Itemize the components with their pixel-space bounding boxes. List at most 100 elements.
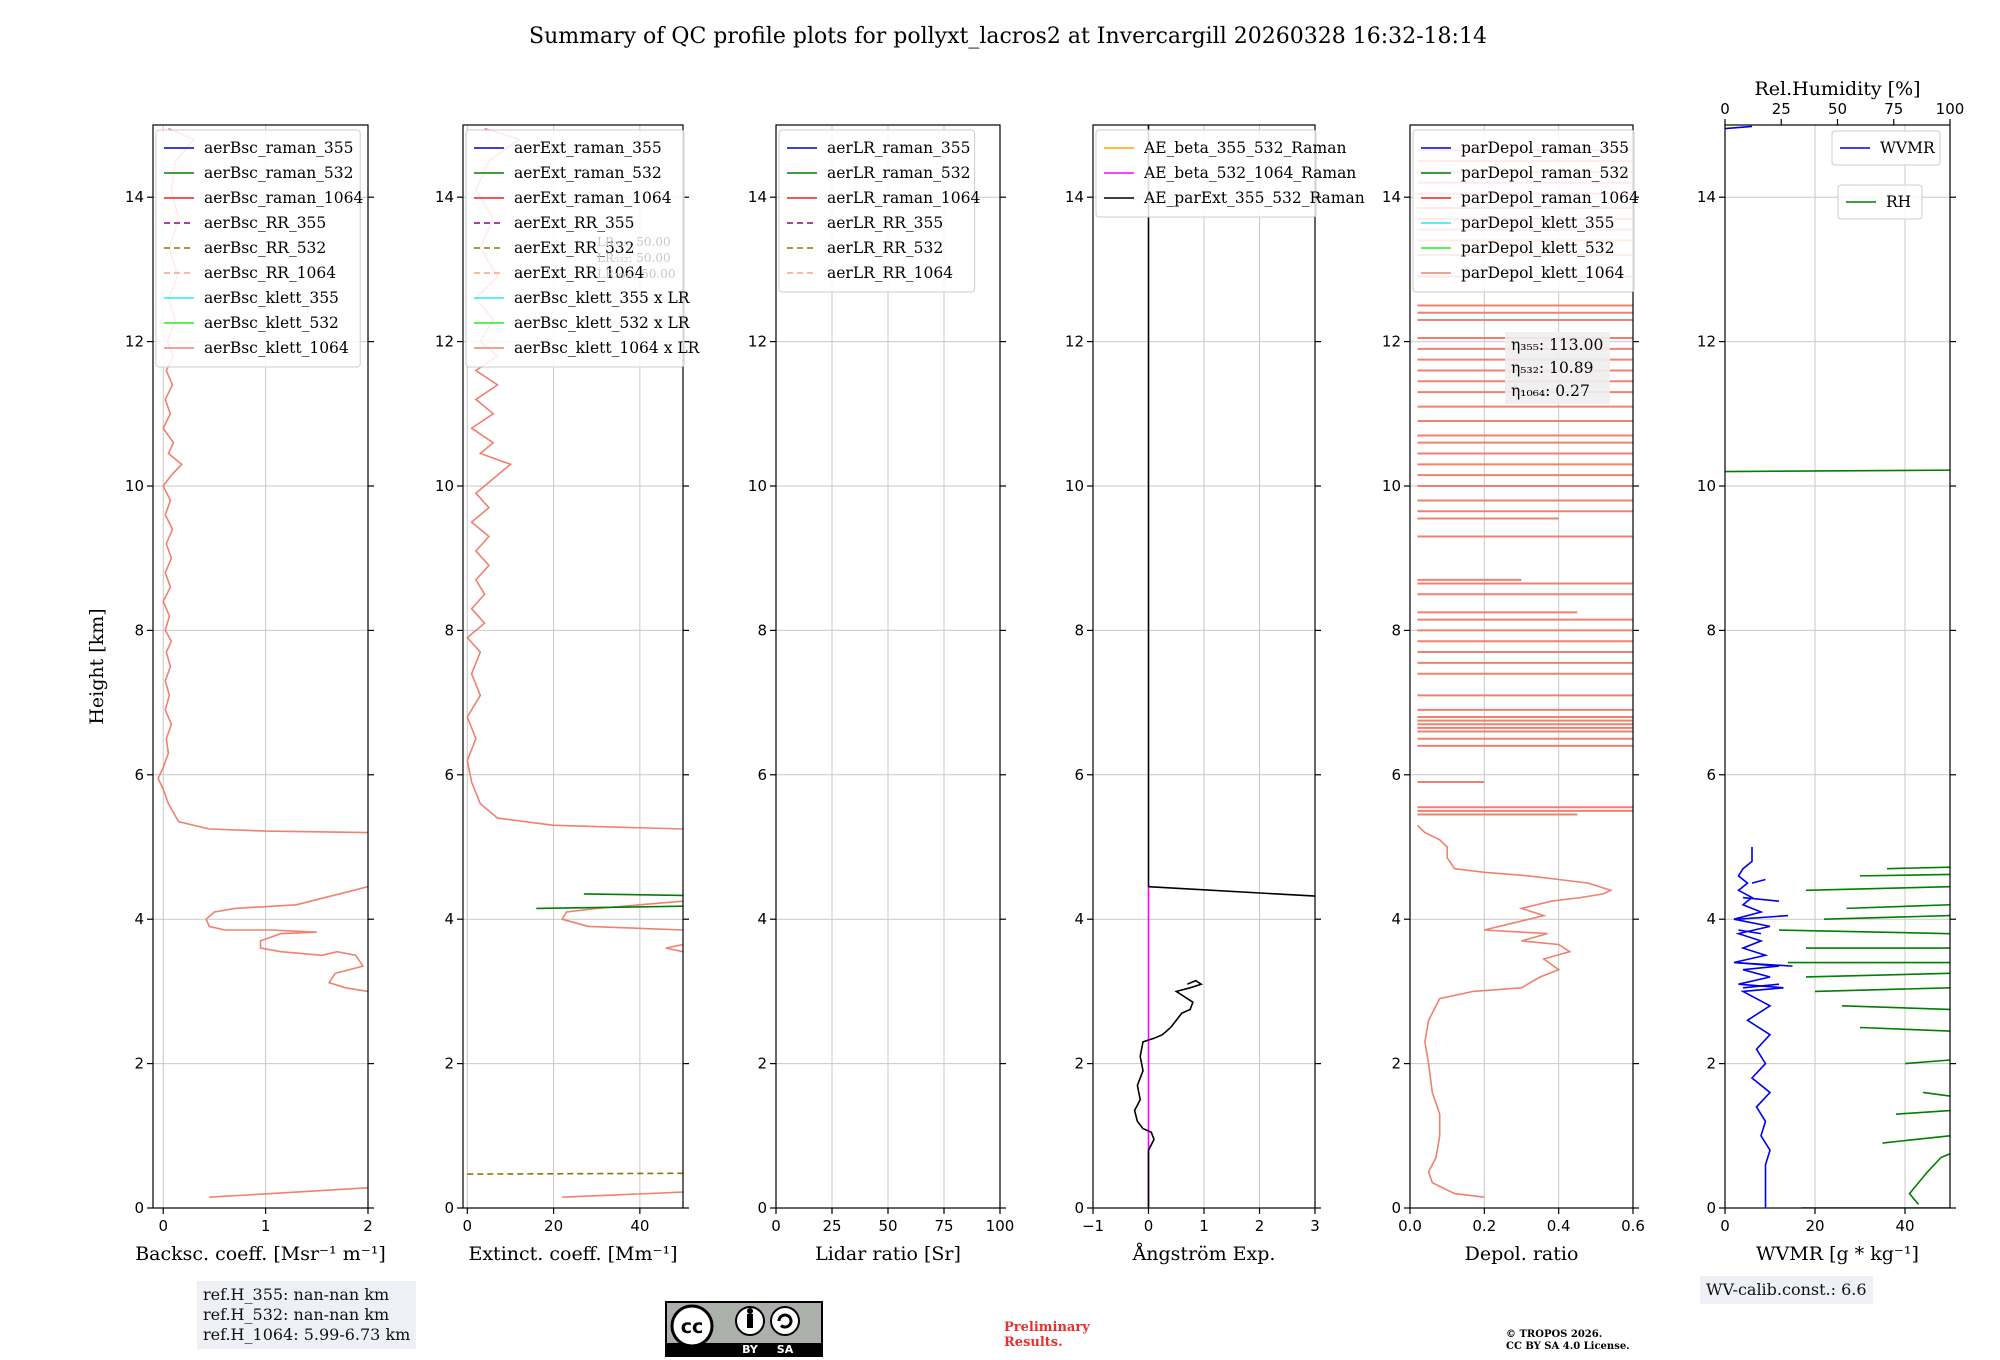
y-tick-label: 12: [748, 333, 767, 351]
y-tick-label: 6: [757, 766, 767, 784]
y-tick-label: 14: [748, 188, 767, 206]
series-pardepol-klett-1064: [1416, 824, 1613, 1198]
x-tick-label: 0.4: [1547, 1217, 1571, 1235]
top-x-tick-label: 100: [1936, 100, 1965, 118]
series-aerbsc-klett-1064-x-lr: [665, 943, 683, 953]
ref-height-355: ref.H_355: nan-nan km: [203, 1285, 390, 1304]
legend-entry: aerBsc_klett_532 x LR: [514, 314, 691, 332]
y-tick-label: 4: [444, 910, 454, 928]
x-axis-label: WVMR [g * kg⁻¹]: [1756, 1243, 1919, 1265]
legend-entry: aerExt_RR_1064: [514, 264, 645, 282]
legend-box: [778, 129, 976, 293]
x-tick-label: 2: [1255, 1217, 1265, 1235]
legend-box: [155, 129, 361, 368]
rh-segment: [1823, 914, 1950, 920]
share-alike-icon: [770, 1306, 800, 1336]
x-axis-label: Extinct. coeff. [Mm⁻¹]: [468, 1243, 677, 1265]
rh-segment: [1805, 885, 1950, 892]
rh-segment: [1895, 1109, 1950, 1115]
x-tick-label: 0: [771, 1217, 781, 1235]
y-tick-label: 12: [1382, 333, 1401, 351]
lidar-ratio-note: LR₃₅₅: 50.00: [597, 235, 671, 249]
preliminary-results-note: Preliminary Results.: [1004, 1320, 1090, 1350]
y-tick-label: 4: [1074, 910, 1084, 928]
y-tick-label: 2: [1706, 1055, 1716, 1073]
legend-entry: AE_beta_355_532_Raman: [1143, 139, 1346, 157]
legend-box: [1837, 184, 1923, 220]
y-tick-label: 14: [1697, 188, 1716, 206]
data-layer: [1416, 149, 1633, 1198]
x-tick-label: 0.6: [1621, 1217, 1645, 1235]
y-tick-label: 0: [134, 1199, 144, 1217]
panel-extinction: 0 20 40 0 2 4 6 8 10 12 14 Extinct. coeff. [Mm⁻¹] ae…: [435, 124, 701, 1265]
legend-entry: aerLR_RR_532: [827, 239, 943, 257]
legend-entry: aerBsc_RR_532: [204, 239, 326, 257]
legend-entry: parDepol_klett_532: [1461, 239, 1614, 257]
panel-depol: 0.0 0.2 0.4 0.6 0 2 4 6 8 10 12 14 Depol. ratio parDe…: [1382, 124, 1645, 1265]
legend-entry: parDepol_raman_532: [1461, 164, 1629, 182]
legend-entry: aerBsc_klett_1064: [204, 339, 349, 357]
eta-note: η₁₀₆₄: 0.27: [1511, 382, 1590, 400]
lidar-ratio-note: LR₁₀₆₄: 50.00: [597, 267, 675, 281]
legend-entry: aerExt_raman_532: [514, 164, 662, 182]
ref-height-1064: ref.H_1064: 5.99-6.73 km: [203, 1325, 411, 1344]
series-ae-parext-355-532-raman: [1133, 979, 1204, 1208]
x-axis-label: Ångström Exp.: [1132, 1243, 1276, 1265]
x-axis-label: Lidar ratio [Sr]: [815, 1243, 961, 1265]
legend-entry: aerBsc_klett_355 x LR: [514, 289, 691, 307]
preliminary-line-1: Preliminary: [1004, 1320, 1090, 1335]
series-wvmr: [1733, 847, 1784, 1208]
rh-segment: [1805, 972, 1950, 978]
x-tick-label: 0: [463, 1217, 473, 1235]
rh-segment: [1778, 929, 1950, 935]
legend-entry: aerBsc_klett_1064 x LR: [514, 339, 701, 357]
y-tick-label: 8: [1074, 621, 1084, 639]
y-tick-label: 14: [1065, 188, 1084, 206]
top-x-axis-label: Rel.Humidity [%]: [1754, 78, 1920, 100]
x-tick-label: 3: [1310, 1217, 1320, 1235]
legend-box: [465, 129, 685, 368]
rh-segment: [1725, 469, 1950, 473]
y-tick-label: 4: [757, 910, 767, 928]
legend-entry: parDepol_raman_355: [1461, 139, 1629, 157]
y-tick-label: 6: [1074, 766, 1084, 784]
legend-entry: AE_beta_532_1064_Raman: [1143, 164, 1356, 182]
y-tick-label: 4: [1391, 910, 1401, 928]
top-x-tick-label: 0: [1720, 100, 1730, 118]
y-tick-label: 12: [1697, 333, 1716, 351]
legend-box: [1095, 129, 1317, 218]
legend-entry: aerBsc_raman_1064: [204, 189, 364, 207]
reference-height-box: ref.H_355: nan-nan km ref.H_532: nan-nan…: [197, 1281, 417, 1349]
legend-entry: aerExt_raman_355: [514, 139, 662, 157]
copyright-line-2: CC BY SA 4.0 License.: [1506, 1341, 1630, 1352]
x-axis-label: Depol. ratio: [1465, 1243, 1579, 1265]
rh-segment: [1904, 1059, 1950, 1065]
series-ae-parext-355-532-raman: [1148, 885, 1315, 897]
legend-entry: parDepol_klett_1064: [1461, 264, 1624, 282]
eta-note: η₅₃₂: 10.89: [1511, 359, 1593, 377]
rh-segment: [1846, 903, 1950, 910]
rh-segment: [1859, 873, 1950, 877]
y-tick-label: 10: [1697, 477, 1716, 495]
wv-calibration-box: WV-calib.const.: 6.6: [1700, 1276, 1873, 1304]
y-tick-label: 2: [1391, 1055, 1401, 1073]
legend-entry: aerLR_raman_355: [827, 139, 970, 157]
data-layer: [1725, 125, 1950, 1208]
x-tick-label: 0: [1720, 1217, 1730, 1235]
legend-entry: aerExt_RR_532: [514, 239, 635, 257]
y-tick-label: 14: [435, 188, 454, 206]
y-tick-label: 10: [125, 477, 144, 495]
y-tick-label: 14: [1382, 188, 1401, 206]
y-tick-label: 8: [134, 621, 144, 639]
legend-entry: AE_parExt_355_532_Raman: [1143, 189, 1365, 207]
legend-box: [1831, 130, 1941, 166]
x-tick-label: 0.0: [1398, 1217, 1422, 1235]
x-tick-label: 2: [363, 1217, 373, 1235]
rh-segment: [1814, 986, 1950, 993]
legend-entry: aerExt_raman_1064: [514, 189, 672, 207]
x-tick-label: 25: [822, 1217, 841, 1235]
y-tick-label: 8: [1391, 621, 1401, 639]
series-aerext-raman-532: [583, 893, 683, 897]
legend-entry: aerLR_raman_532: [827, 164, 970, 182]
